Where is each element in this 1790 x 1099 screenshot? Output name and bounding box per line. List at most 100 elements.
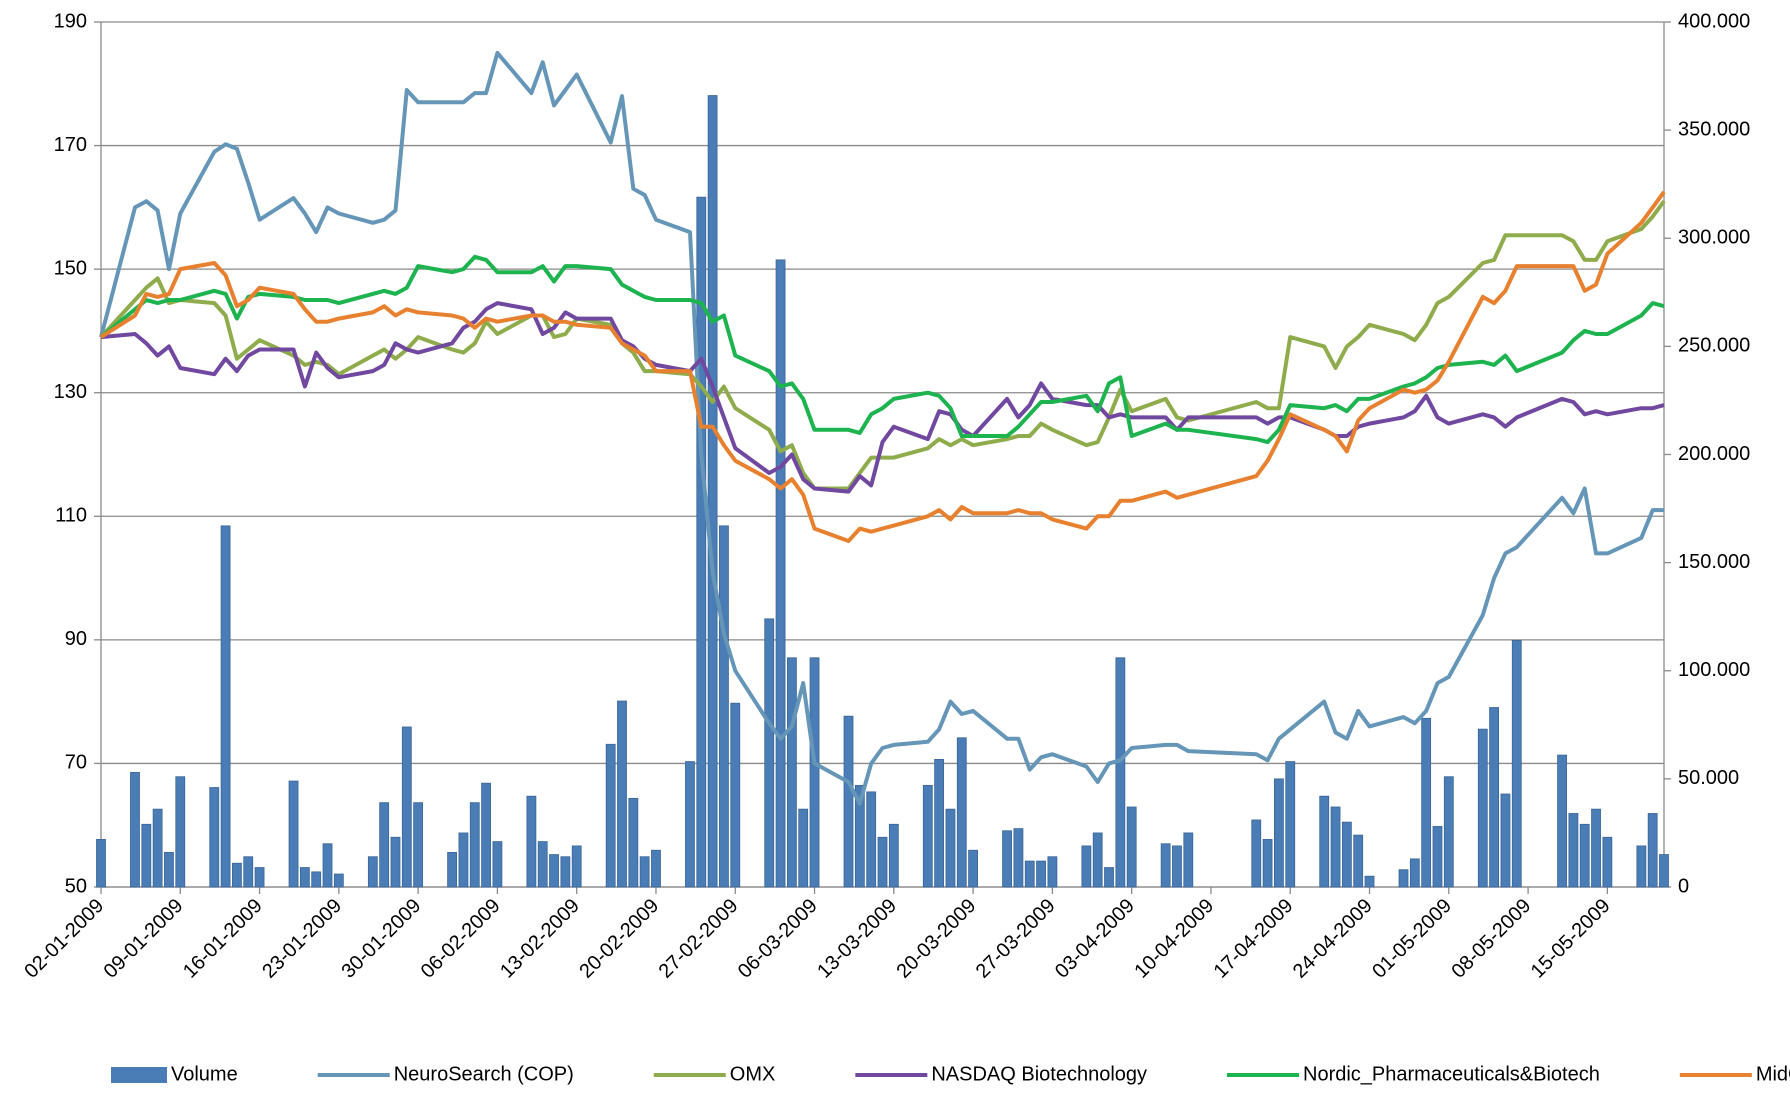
volume-bar [413,802,424,888]
volume-bar [1647,813,1658,888]
y2-tick-label: 350.000 [1678,118,1750,140]
volume-bar [1047,856,1058,888]
x-tick-label: 16-01-2009 [179,895,267,983]
volume-bar [1104,867,1114,888]
volume-bar [1115,657,1126,888]
volume-bar [719,525,729,888]
series-line [99,190,1666,543]
volume-bar [1398,869,1409,888]
y2-tick-label: 400.000 [1678,10,1750,32]
volume-bar [1500,793,1511,888]
volume-bar [367,856,378,888]
volume-bar [96,839,106,888]
y2-tick-label: 50.000 [1678,767,1739,789]
volume-bar [447,852,458,888]
volume-bar [1172,845,1182,888]
volume-bar [333,873,344,888]
volume-bar [1262,839,1273,888]
x-tick-label: 24-04-2009 [1289,895,1377,983]
volume-bar [1579,823,1590,888]
series-line [99,50,1664,806]
volume-bar [1126,806,1137,888]
legend-label: Nordic_Pharmaceuticals&Biotech [1303,1063,1600,1085]
volume-bar [379,802,390,888]
x-tick-label: 27-03-2009 [972,895,1060,983]
x-tick-label: 20-03-2009 [892,895,980,983]
volume-bar [877,836,888,888]
volume-bar [141,823,152,888]
volume-bar [854,784,865,888]
volume-bar [152,808,163,888]
volume-bar [798,808,809,888]
volume-bar [220,525,231,888]
volume-bar [934,759,945,888]
volume-bar [888,823,899,888]
volume-bar [401,726,412,888]
volume-bar [866,791,877,888]
volume-bar [617,700,627,888]
volume-bar [232,862,242,888]
volume-bar [537,841,548,888]
volume-bar [628,797,639,888]
volume-bar [1489,707,1500,888]
volume-bar [1557,754,1567,888]
y2-tick-label: 200.000 [1678,443,1750,465]
volume-bar [243,856,254,888]
volume-bar [1183,832,1194,888]
volume-bar [1364,875,1375,888]
volume-bar [322,843,333,888]
y-tick-label: 50 [65,875,87,897]
volume-bar [299,867,310,888]
x-tick-label: 01-05-2009 [1368,895,1456,983]
legend-label: MidCap+ [1756,1063,1790,1085]
volume-bar [809,657,820,888]
volume-bar [764,618,775,888]
legend-swatch [111,1067,167,1083]
series-line [99,254,1665,445]
y-tick-label: 150 [54,257,87,279]
volume-bar [707,95,718,888]
volume-bar [1591,808,1601,888]
volume-bar [1409,858,1420,888]
volume-bar [390,836,401,888]
volume-bar [288,780,299,888]
volume-bar [1081,845,1092,888]
volume-bar [1602,836,1613,888]
volume-bar [1092,832,1103,888]
volume-bar [1443,776,1454,888]
volume-bar [730,702,741,888]
volume-bar [1511,640,1522,888]
x-tick-label: 08-05-2009 [1447,895,1535,983]
volume-bar [1024,860,1035,888]
volume-bar [458,832,469,888]
volume-bar [786,657,797,888]
series-line [100,301,1665,494]
y-tick-label: 70 [65,752,87,774]
volume-bar [1013,828,1024,888]
y-tick-label: 130 [54,381,87,403]
volume-bar [130,771,140,888]
legend-label: Volume [171,1063,238,1085]
volume-bar [254,867,265,888]
legend-label: NeuroSearch (COP) [394,1063,574,1085]
x-tick-label: 13-02-2009 [496,895,584,983]
volume-bar [1285,761,1296,888]
x-tick-label: 02-01-2009 [20,895,108,983]
y2-tick-label: 100.000 [1678,659,1750,681]
x-tick-label: 13-03-2009 [813,895,901,983]
volume-bar [1160,843,1171,888]
series-line [99,200,1666,491]
y2-tick-label: 250.000 [1678,335,1750,357]
volume-bar [1036,860,1046,888]
volume-bar [571,845,582,888]
volume-bar [209,787,220,888]
volume-bar [1353,834,1364,888]
volume-bar [526,795,537,888]
volume-bar [605,743,616,888]
volume-bar [1319,795,1330,888]
volume-bar [1002,830,1012,888]
volume-bar [1432,826,1443,888]
volume-bar [311,871,322,888]
volume-bar [1274,778,1284,888]
y-tick-label: 110 [55,505,87,527]
